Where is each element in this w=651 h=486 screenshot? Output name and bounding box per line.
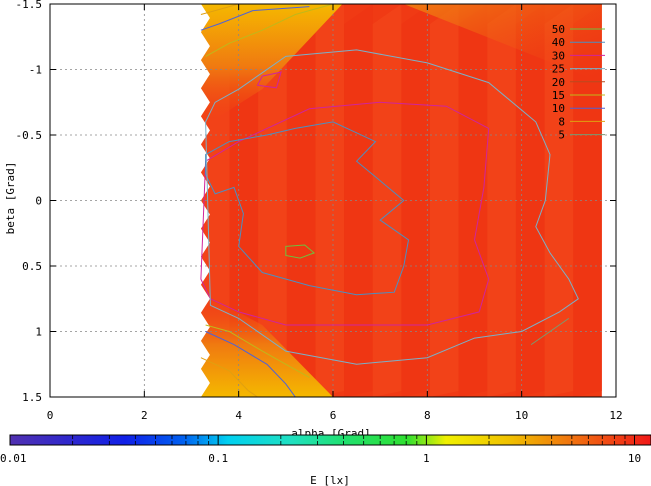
colorbar-gradient xyxy=(9,434,651,446)
colorbar: 0.01 0.1 1 10 xyxy=(0,434,651,465)
colorbar-tick-label: 0.1 xyxy=(208,452,228,465)
legend-label: 30 xyxy=(552,49,565,62)
colorbar-tick-label: 0.01 xyxy=(0,452,27,465)
contour-line-8 xyxy=(200,4,239,15)
legend-label: 50 xyxy=(552,23,565,36)
heat-edge-top-right xyxy=(403,4,602,83)
colorbar-ticks: 0.01 0.1 1 10 xyxy=(0,435,641,465)
legend-label: 10 xyxy=(552,102,565,115)
colorbar-tick-label: 1 xyxy=(423,452,430,465)
x-tick-label: 6 xyxy=(330,409,337,422)
contour-line-15 xyxy=(205,324,310,378)
axis-ticks: 0 2 4 6 8 10 12-1.5-1-0.500.511.5 xyxy=(16,0,623,422)
heat-facet xyxy=(430,4,459,397)
contour-line-40 xyxy=(205,121,410,296)
y-tick-label: -1 xyxy=(29,64,42,77)
legend-label: 8 xyxy=(558,115,565,128)
y-tick-label: 0.5 xyxy=(22,260,42,273)
heat-edge-bottom xyxy=(200,292,333,397)
y-tick-label: -1.5 xyxy=(16,0,43,11)
y-tick-label: 1 xyxy=(35,326,42,339)
x-tick-label: 0 xyxy=(47,409,54,422)
heat-facet xyxy=(458,4,488,397)
y-axis-label: beta [Grad] xyxy=(4,162,17,235)
y-tick-label: -0.5 xyxy=(16,129,43,142)
x-tick-label: 4 xyxy=(235,409,242,422)
colorbar-tick-label: 10 xyxy=(628,452,641,465)
x-tick-label: 12 xyxy=(609,409,622,422)
heat-facet xyxy=(344,4,373,397)
colorbar-label: E [lx] xyxy=(310,474,350,486)
x-tick-label: 2 xyxy=(141,409,148,422)
legend-label: 20 xyxy=(552,76,565,89)
heat-sawtooth xyxy=(198,4,210,397)
contour-line-25 xyxy=(205,49,579,365)
heat-facet xyxy=(258,4,287,397)
contour-line-30 xyxy=(200,101,490,326)
contour-line-8 xyxy=(200,357,258,397)
contour-line-15 xyxy=(205,4,334,57)
x-tick-label: 8 xyxy=(424,409,431,422)
contour-line-50 xyxy=(285,244,316,259)
heat-facet xyxy=(372,4,402,397)
contour-line-30 xyxy=(256,71,282,89)
x-tick-label: 10 xyxy=(515,409,528,422)
legend-label: 25 xyxy=(552,63,565,76)
y-tick-label: 0 xyxy=(35,195,42,208)
legend-label: 40 xyxy=(552,36,565,49)
contour-line-10 xyxy=(200,6,310,31)
y-tick-label: 1.5 xyxy=(22,391,42,404)
heat-facet xyxy=(573,4,602,397)
heat-facet xyxy=(315,4,345,397)
heat-facet xyxy=(544,4,574,397)
legend-label: 15 xyxy=(552,89,565,102)
contour-line-10 xyxy=(205,331,296,397)
legend-label: 5 xyxy=(558,129,565,142)
contour-line-5 xyxy=(530,317,570,346)
contour-lines xyxy=(200,4,579,397)
